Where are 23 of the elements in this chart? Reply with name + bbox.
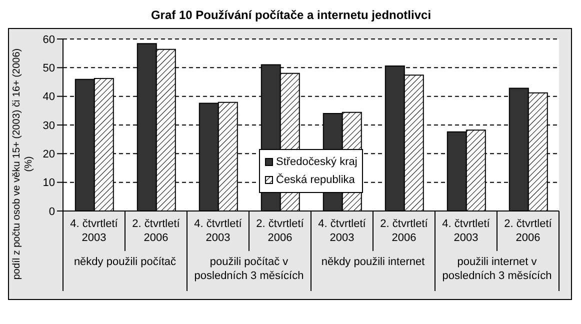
x-tick-label: 2. čtvrtletí 2006 — [256, 218, 305, 244]
legend-label: Středočeský kraj — [276, 155, 358, 170]
text: použili internet v posledních 3 měsících — [441, 255, 553, 283]
x-tick-label: 4. čtvrtletí 2003 — [442, 218, 491, 244]
text: někdy použili počítač — [72, 255, 178, 269]
y-tick-label: 40 — [42, 91, 55, 104]
chart-title: Graf 10 Používání počítače a internetu jednotlivci — [150, 8, 432, 24]
text: někdy použili internet — [320, 255, 426, 269]
x-tick-label: 2. čtvrtletí 2006 — [504, 218, 553, 244]
legend-label: Česká republika — [276, 172, 355, 188]
x-tick-label: 4. čtvrtletí 2003 — [194, 218, 243, 244]
y-tick-label: 20 — [42, 148, 55, 161]
y-tick-label: 10 — [42, 177, 55, 190]
y-tick-label: 60 — [42, 34, 55, 46]
x-tick-label: 2. čtvrtletí 2006 — [380, 218, 429, 244]
x-tick-label: 4. čtvrtletí 2003 — [70, 218, 119, 244]
x-tick-label: 4. čtvrtletí 2003 — [318, 218, 367, 244]
text: použili počítač v posledních 3 měsících — [193, 255, 305, 283]
y-tick-label: 50 — [42, 62, 55, 75]
y-axis-title: podíl z počtu osob ve věku 15+ (2003) či 16+ (2006) (%) — [12, 48, 36, 280]
y-tick-label: 30 — [42, 120, 55, 132]
x-tick-label: 2. čtvrtletí 2006 — [132, 218, 181, 244]
y-tick-label: 0 — [48, 206, 55, 218]
